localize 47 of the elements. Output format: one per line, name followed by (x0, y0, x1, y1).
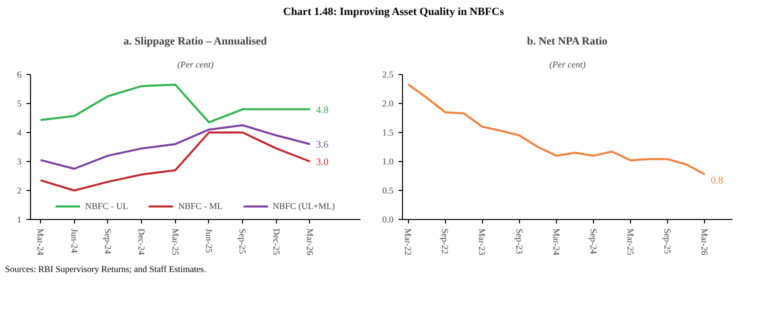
legend-label: NBFC (UL+ML) (272, 201, 335, 211)
y-tick-label: 2.0 (382, 98, 394, 108)
line-series (407, 83, 706, 176)
x-tick-label: Sep-25 (662, 228, 673, 254)
y-tick-label: 5 (17, 98, 22, 108)
y-tick-label: 2 (17, 186, 22, 196)
y-tick-label: 6 (17, 70, 22, 80)
chart-title: a. Slippage Ratio – Annualised (124, 36, 267, 48)
y-tick-label: 1.0 (382, 156, 394, 166)
x-tick-label: Mar-22 (403, 228, 414, 256)
chart-title: b. Net NPA Ratio (526, 36, 608, 48)
y-tick-label: 2.5 (382, 70, 394, 80)
line-series (40, 124, 311, 170)
y-tick-label: 4 (17, 128, 22, 138)
text: Chart 1.48: Improving Asset Quality in NBFCs (283, 5, 504, 20)
y-tick-label: 1 (17, 214, 22, 224)
data-label: 0.8 (710, 175, 724, 186)
y-tick-label: 0.0 (382, 214, 394, 224)
legend-label: NBFC - ML (178, 201, 223, 211)
x-tick-label: Jun-25 (204, 228, 214, 254)
x-tick-label: Dec-25 (271, 228, 282, 256)
x-tick-label: Mar-25 (626, 228, 636, 256)
x-tick-label: Sep-22 (440, 228, 450, 254)
legend-label: NBFC - UL (85, 201, 128, 211)
x-tick-label: Mar-23 (477, 228, 488, 256)
chart-subtitle: (Per cent) (549, 60, 586, 70)
source-note: Sources: RBI Supervisory Returns; and Staff Estimates. (5, 263, 206, 276)
data-label: 3.0 (316, 157, 328, 168)
y-tick-label: 3 (17, 156, 22, 166)
x-tick-label: Jun-24 (69, 228, 80, 254)
y-tick-label: 0.5 (382, 186, 394, 196)
x-tick-label: Mar-24 (551, 228, 562, 256)
data-label: 3.6 (316, 140, 328, 151)
x-tick-label: Mar-24 (36, 228, 46, 256)
x-tick-label: Sep-24 (102, 228, 113, 254)
x-tick-label: Sep-24 (588, 228, 598, 254)
data-label: 4.8 (316, 104, 328, 116)
line-series (40, 84, 311, 124)
y-tick-label: 1.5 (382, 128, 394, 138)
x-tick-label: Mar-25 (170, 228, 180, 256)
x-tick-label: Mar-26 (304, 228, 315, 256)
x-tick-label: Sep-23 (514, 228, 524, 254)
x-tick-label: Sep-25 (238, 228, 248, 254)
x-tick-label: Mar-26 (700, 228, 710, 256)
x-tick-label: Dec-24 (136, 228, 147, 256)
chart-subtitle: (Per cent) (177, 60, 214, 70)
line-series (40, 132, 311, 192)
